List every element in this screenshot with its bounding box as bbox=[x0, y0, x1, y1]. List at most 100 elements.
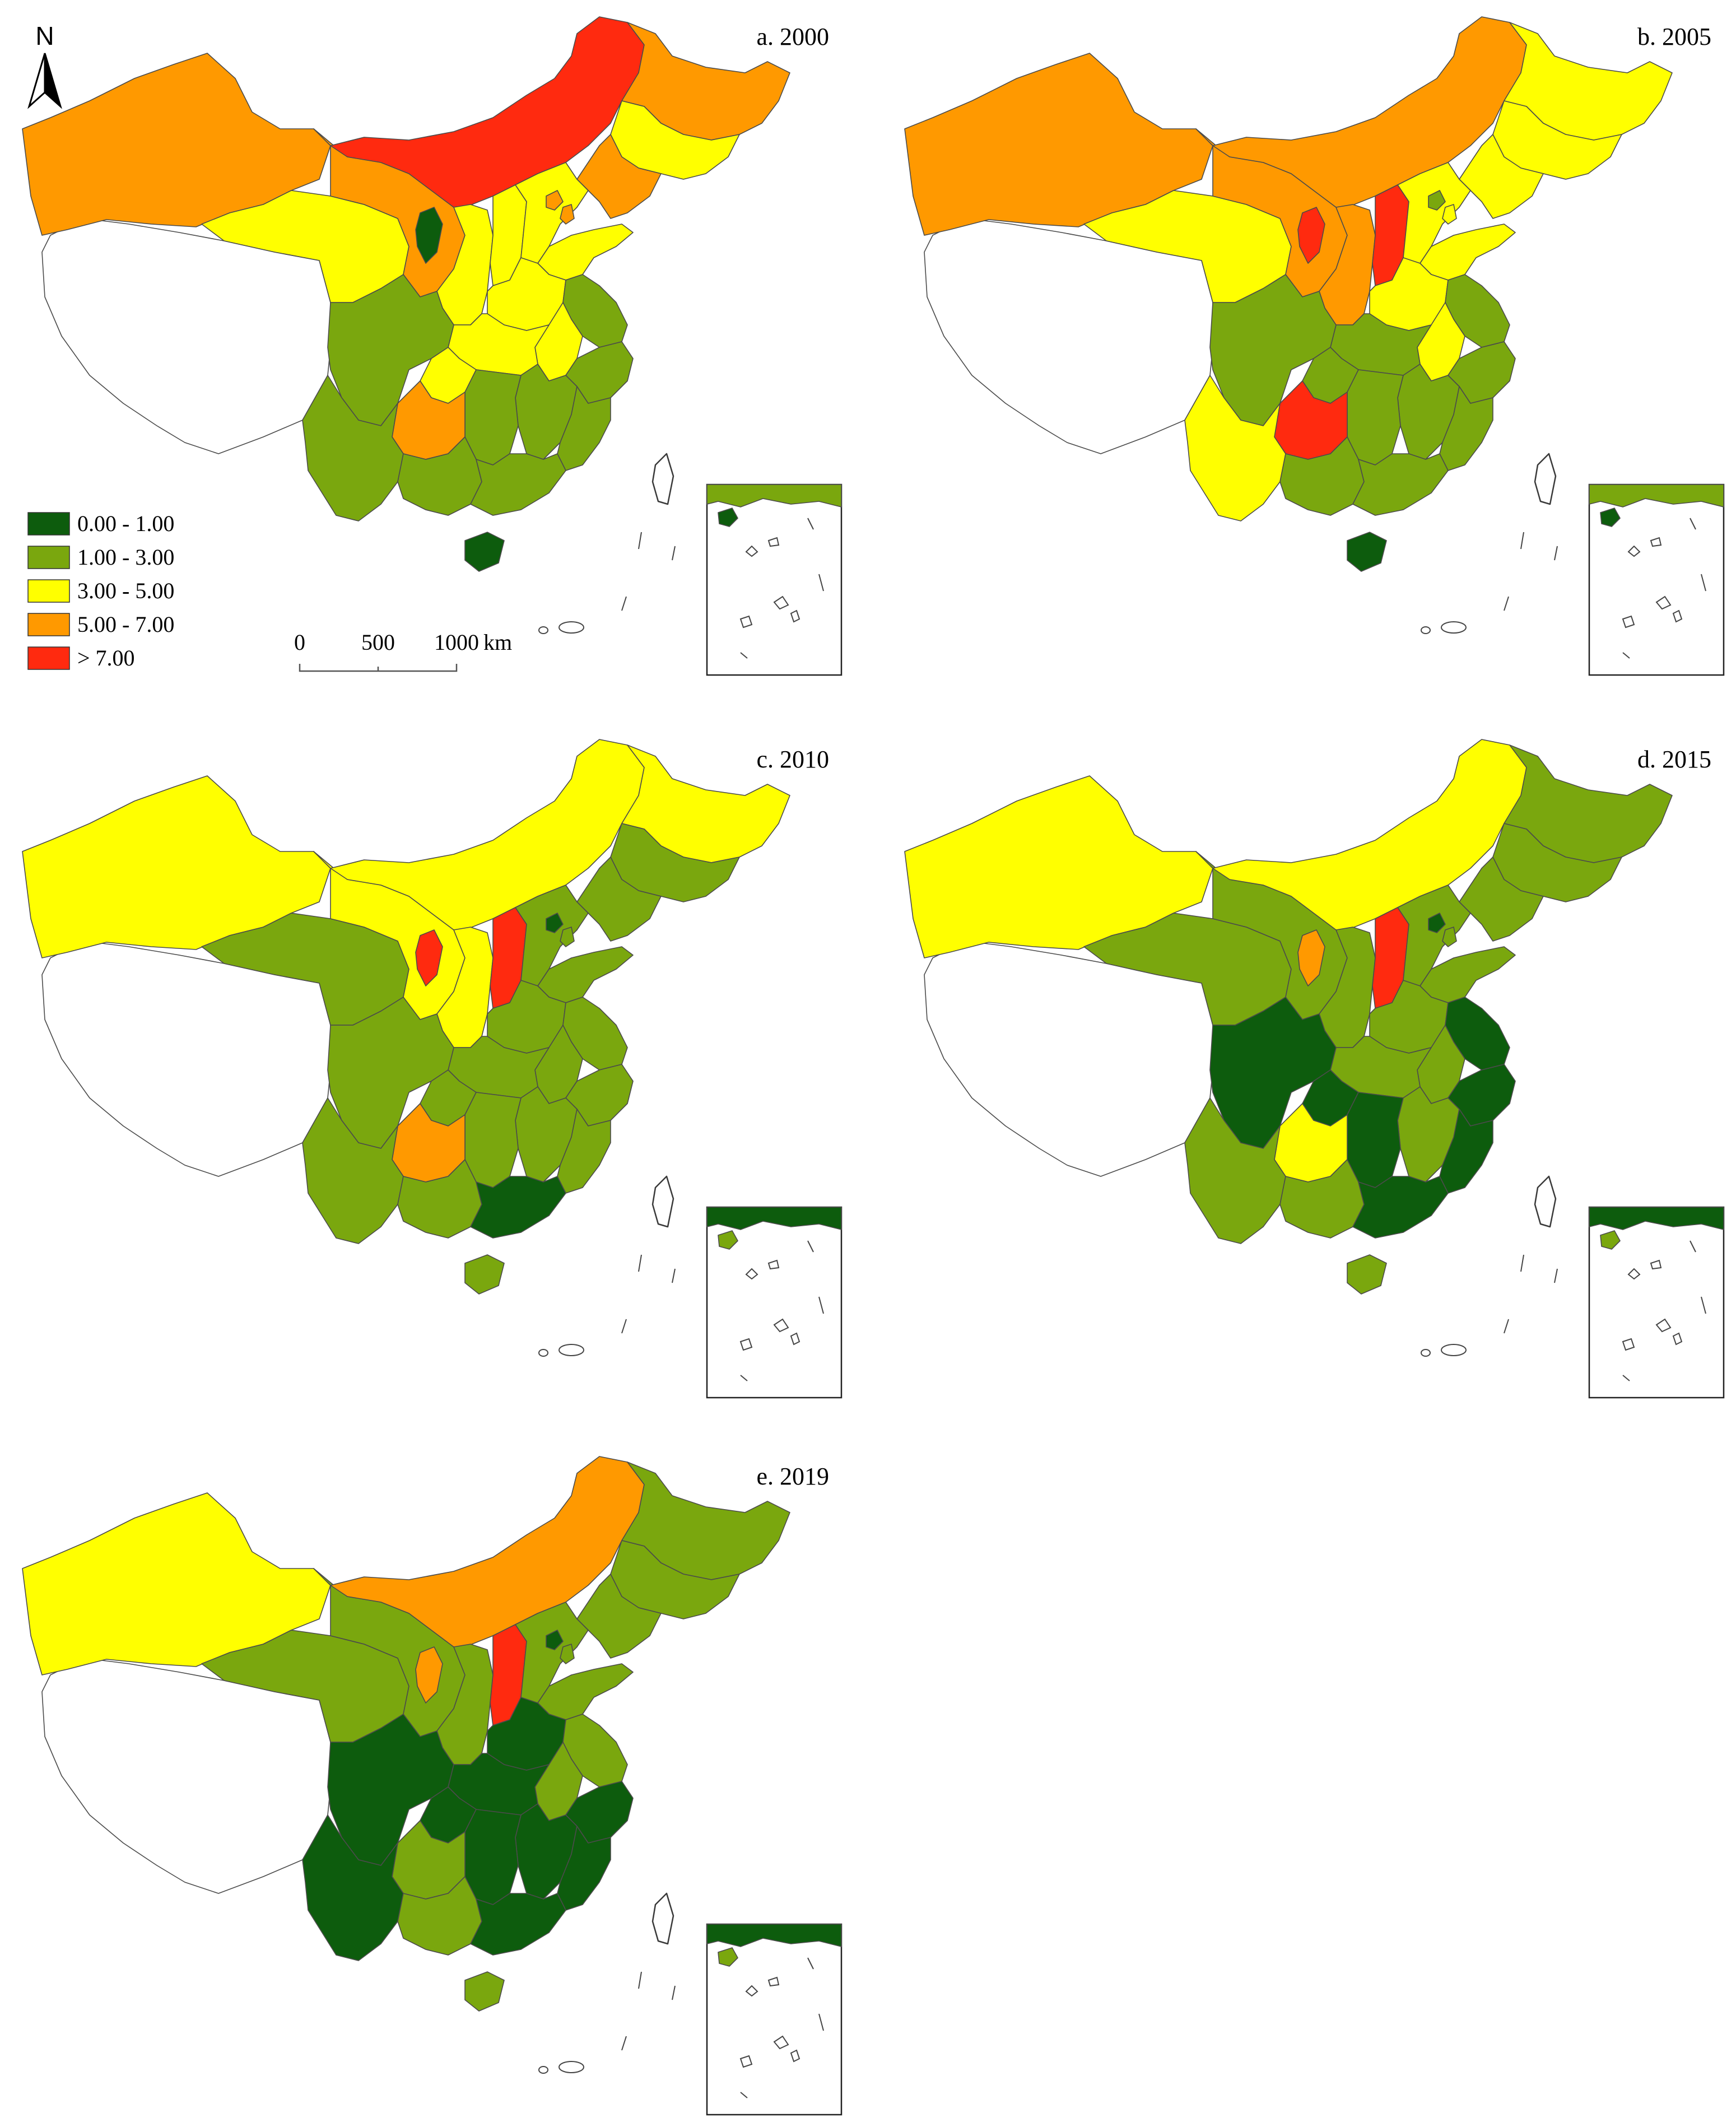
region-hunan bbox=[1347, 1092, 1404, 1188]
region-hainan bbox=[1347, 532, 1387, 572]
region-liaoning bbox=[576, 1574, 662, 1659]
region-fujian bbox=[557, 386, 611, 471]
region-xinjiang bbox=[22, 775, 331, 958]
region-beijing bbox=[546, 913, 564, 933]
legend-label: 0.00 - 1.00 bbox=[77, 511, 174, 536]
region-beijing bbox=[546, 1630, 564, 1650]
region-ningxia bbox=[415, 1646, 443, 1704]
legend: 0.00 - 1.00 1.00 - 3.00 3.00 - 5.00 5.00… bbox=[27, 511, 174, 671]
legend-swatch bbox=[27, 579, 70, 603]
legend-item: 0.00 - 1.00 bbox=[27, 511, 174, 536]
region-xinjiang bbox=[904, 53, 1213, 236]
south-china-sea-inset bbox=[706, 1923, 843, 2116]
region-tianjin bbox=[560, 204, 575, 225]
region-hunan bbox=[1347, 369, 1404, 466]
scale-label-0: 0 bbox=[294, 630, 305, 655]
region-heilongjiang bbox=[621, 1462, 790, 1580]
region-beijing bbox=[1428, 913, 1446, 933]
region-liaoning bbox=[576, 857, 662, 942]
panel-2015: d. 2015 bbox=[904, 739, 1725, 1399]
region-beijing bbox=[1428, 190, 1446, 211]
china-map-2000 bbox=[22, 16, 790, 634]
legend-item: 1.00 - 3.00 bbox=[27, 544, 174, 570]
region-hainan bbox=[1347, 1254, 1387, 1295]
north-label: N bbox=[35, 21, 54, 50]
legend-label: 1.00 - 3.00 bbox=[77, 544, 174, 570]
region-guangdong bbox=[470, 453, 566, 516]
region-hunan bbox=[464, 1092, 522, 1188]
region-heilongjiang bbox=[1504, 744, 1673, 863]
region-guangdong bbox=[470, 1176, 566, 1239]
panel-2005: b. 2005 bbox=[904, 16, 1725, 676]
region-xinjiang bbox=[904, 775, 1213, 958]
scale-unit: km bbox=[483, 630, 512, 655]
region-tianjin bbox=[1442, 927, 1457, 947]
panel-title: c. 2010 bbox=[756, 746, 829, 773]
region-guangdong bbox=[470, 1893, 566, 1956]
region-liaoning bbox=[1459, 134, 1544, 219]
south-china-sea-inset bbox=[1588, 483, 1725, 676]
region-fujian bbox=[557, 1109, 611, 1194]
panel-2010: c. 2010 bbox=[22, 739, 843, 1399]
panel-title: a. 2000 bbox=[756, 23, 829, 50]
panel-title: e. 2019 bbox=[756, 1463, 829, 1490]
region-fujian bbox=[1439, 1109, 1493, 1194]
region-liaoning bbox=[576, 134, 662, 219]
panel-2000: a. 2000 bbox=[22, 16, 843, 676]
region-beijing bbox=[546, 190, 564, 211]
legend-label: 3.00 - 5.00 bbox=[77, 578, 174, 603]
region-heilongjiang bbox=[621, 744, 790, 863]
region-fujian bbox=[557, 1826, 611, 1911]
region-yunnan bbox=[302, 375, 404, 522]
region-ningxia bbox=[1297, 929, 1325, 986]
china-map-2010 bbox=[22, 739, 790, 1357]
region-yunnan bbox=[302, 1814, 404, 1961]
scale-bar: 0 500 1000 km bbox=[294, 630, 512, 672]
scale-label-1000: 1000 bbox=[434, 630, 479, 655]
south-china-sea-inset bbox=[706, 483, 843, 676]
region-hainan bbox=[464, 1971, 505, 2012]
legend-item: > 7.00 bbox=[27, 645, 135, 671]
region-fujian bbox=[1439, 386, 1493, 471]
legend-item: 5.00 - 7.00 bbox=[27, 612, 174, 637]
region-xinjiang bbox=[22, 1492, 331, 1675]
china-map-2019 bbox=[22, 1456, 790, 2074]
region-ningxia bbox=[415, 929, 443, 986]
legend-swatch bbox=[27, 646, 70, 670]
panel-title: d. 2015 bbox=[1637, 746, 1711, 773]
region-heilongjiang bbox=[621, 22, 790, 141]
legend-label: > 7.00 bbox=[77, 645, 135, 671]
panel-2019: e. 2019 bbox=[22, 1456, 843, 2116]
region-liaoning bbox=[1459, 857, 1544, 942]
region-yunnan bbox=[302, 1097, 404, 1244]
legend-label: 5.00 - 7.00 bbox=[77, 612, 174, 637]
region-hunan bbox=[464, 1809, 522, 1905]
region-tianjin bbox=[560, 1644, 575, 1664]
legend-swatch bbox=[27, 512, 70, 536]
south-china-sea-inset bbox=[706, 1206, 843, 1399]
legend-swatch bbox=[27, 546, 70, 569]
region-hainan bbox=[464, 1254, 505, 1295]
north-arrow: N bbox=[27, 21, 62, 109]
panel-title: b. 2005 bbox=[1637, 23, 1711, 50]
scale-line bbox=[299, 664, 458, 672]
region-xinjiang bbox=[22, 53, 331, 236]
region-guangdong bbox=[1352, 1176, 1449, 1239]
legend-swatch bbox=[27, 613, 70, 636]
region-guangdong bbox=[1352, 453, 1449, 516]
china-map-2005 bbox=[904, 16, 1673, 634]
region-hunan bbox=[464, 369, 522, 466]
region-heilongjiang bbox=[1504, 22, 1673, 141]
region-tianjin bbox=[1442, 204, 1457, 225]
region-yunnan bbox=[1184, 1097, 1286, 1244]
region-ningxia bbox=[1297, 207, 1325, 264]
north-arrow-icon bbox=[27, 53, 46, 109]
region-tianjin bbox=[560, 927, 575, 947]
south-china-sea-inset bbox=[1588, 1206, 1725, 1399]
region-hainan bbox=[464, 532, 505, 572]
legend-item: 3.00 - 5.00 bbox=[27, 578, 174, 603]
region-ningxia bbox=[415, 207, 443, 264]
china-map-2015 bbox=[904, 739, 1673, 1357]
scale-label-500: 500 bbox=[361, 630, 395, 655]
